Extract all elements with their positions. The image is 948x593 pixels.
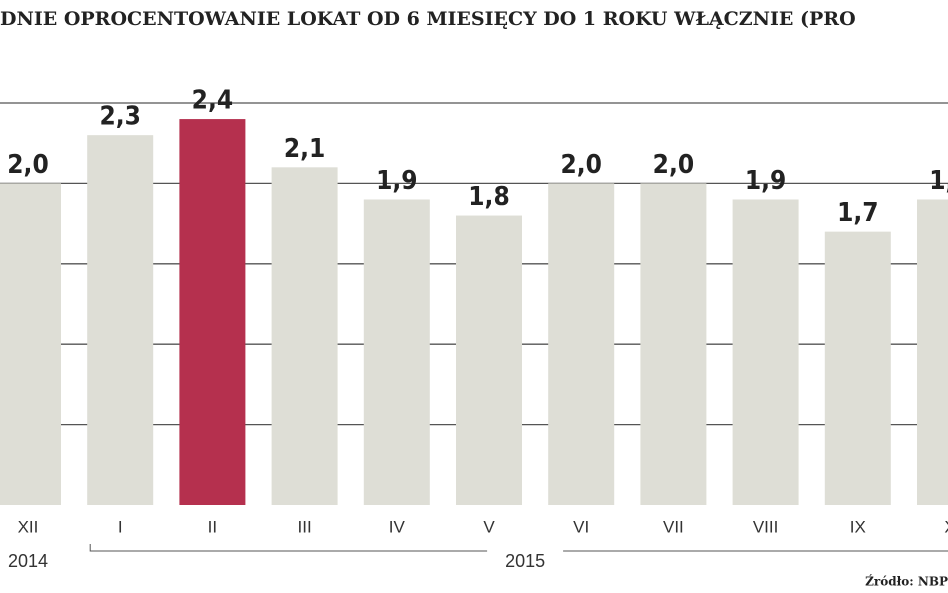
x-tick-label: VI [573, 517, 589, 536]
x-tick-label: I [118, 517, 123, 536]
x-tick-label: IX [850, 517, 866, 536]
x-tick-label: VII [663, 517, 684, 536]
bar [271, 167, 338, 505]
value-label: 2,4 [192, 86, 233, 116]
value-label: 2,0 [653, 150, 694, 180]
value-label: 1,9 [929, 166, 948, 196]
value-label: 2,0 [560, 150, 601, 180]
value-label: 1,9 [745, 166, 786, 196]
bar [548, 183, 615, 505]
x-tick-label: X [944, 517, 948, 536]
year-bracket [89, 544, 948, 552]
x-tick-label: III [298, 517, 312, 536]
value-label: 1,9 [376, 166, 417, 196]
bar [732, 199, 799, 506]
value-label: 2,1 [284, 134, 325, 164]
x-tick-label: VIII [753, 517, 779, 536]
x-tick-label: II [208, 517, 217, 536]
value-label: 2,0 [7, 150, 48, 180]
bar [363, 199, 430, 506]
year-label: 2015 [505, 551, 545, 571]
bar [0, 183, 61, 505]
bar [179, 119, 246, 505]
bar [640, 183, 707, 505]
year-label: 2014 [8, 551, 48, 571]
x-tick-label: XII [18, 517, 39, 536]
x-tick-label: IV [389, 517, 406, 536]
x-tick-label: V [483, 517, 495, 536]
value-label: 1,7 [837, 198, 878, 228]
bar [917, 199, 948, 506]
value-label: 1,8 [468, 182, 509, 212]
value-label: 2,3 [99, 102, 140, 132]
bar [824, 231, 891, 505]
chart-title: DNIE OPROCENTOWANIE LOKAT OD 6 MIESIĘCY … [0, 8, 856, 30]
bar [456, 215, 522, 505]
bar [87, 135, 154, 505]
source: Źródło: NBP [865, 574, 948, 589]
